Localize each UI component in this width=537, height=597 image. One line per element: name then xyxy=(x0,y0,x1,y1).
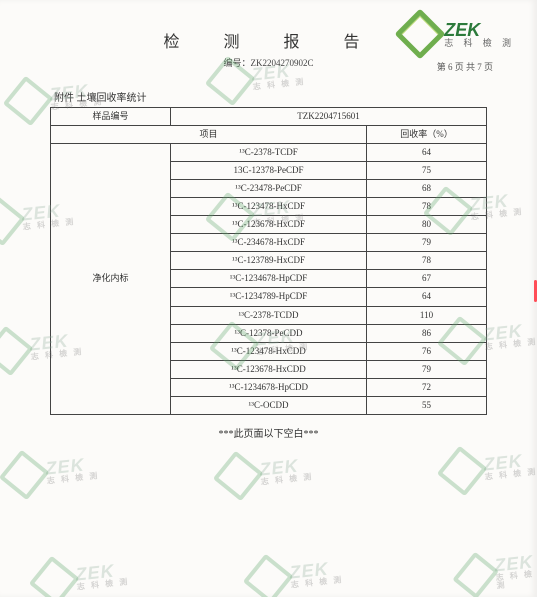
watermark: ZEK志 科 檢 測 xyxy=(248,553,344,597)
sample-no-value: TZK2204715601 xyxy=(171,108,487,126)
watermark: ZEK志 科 檢 測 xyxy=(458,551,537,595)
cell-item: ¹³C-123789-HxCDF xyxy=(171,252,367,270)
table-row: 样品编号 TZK2204715601 xyxy=(51,108,487,126)
cell-item: ¹³C-2378-TCDD xyxy=(171,306,367,324)
page-number: 第 6 页 共 7 页 xyxy=(437,60,493,73)
cell-rate: 72 xyxy=(367,378,487,396)
table-row: 项目 回收率（%） xyxy=(51,126,487,144)
cell-item: ¹³C-1234678-HpCDD xyxy=(171,378,367,396)
row-group-label: 净化内标 xyxy=(51,144,171,415)
cell-rate: 64 xyxy=(367,144,487,162)
watermark: ZEK志 科 檢 測 xyxy=(442,445,537,490)
cell-item: ¹³C-23478-PeCDF xyxy=(171,180,367,198)
cell-item: ¹³C-234678-HxCDF xyxy=(171,234,367,252)
report-no-label: 编号： xyxy=(223,58,250,68)
logo-subtext: 志 科 檢 測 xyxy=(444,39,515,48)
col-rate: 回收率（%） xyxy=(367,126,487,144)
cell-item: 13C-12378-PeCDF xyxy=(171,162,367,180)
report-no-value: ZK2204270902C xyxy=(251,58,314,68)
cell-rate: 86 xyxy=(367,324,487,342)
col-item: 项目 xyxy=(51,126,367,144)
cell-item: ¹³C-123678-HxCDD xyxy=(171,360,367,378)
cell-rate: 67 xyxy=(367,270,487,288)
cell-item: ¹³C-2378-TCDF xyxy=(171,144,367,162)
cell-rate: 80 xyxy=(367,216,487,234)
watermark: ZEK志 科 檢 測 xyxy=(34,555,130,597)
logo-text: ZEK xyxy=(444,21,515,39)
sample-no-label: 样品编号 xyxy=(51,108,171,126)
cell-item: ¹³C-123478-HxCDD xyxy=(171,342,367,360)
cell-item: ¹³C-1234789-HpCDF xyxy=(171,288,367,306)
cell-item: ¹³C-123678-HxCDF xyxy=(171,216,367,234)
watermark: ZEK志 科 檢 測 xyxy=(4,449,100,494)
cell-rate: 79 xyxy=(367,360,487,378)
cell-rate: 76 xyxy=(367,342,487,360)
watermark: ZEK志 科 檢 測 xyxy=(218,450,314,495)
cell-item: ¹³C-OCDD xyxy=(171,396,367,414)
cell-item: ¹³C-123478-HxCDF xyxy=(171,198,367,216)
cell-rate: 79 xyxy=(367,234,487,252)
cell-rate: 78 xyxy=(367,252,487,270)
cell-rate: 78 xyxy=(367,198,487,216)
brand-logo: ZEK志 科 檢 測 xyxy=(402,16,515,52)
cell-rate: 64 xyxy=(367,288,487,306)
attachment-label: 附件 土壤回收率统计 xyxy=(54,89,537,104)
cell-rate: 68 xyxy=(367,180,487,198)
cell-rate: 75 xyxy=(367,162,487,180)
blank-below-note: ***此页面以下空白*** xyxy=(0,425,537,440)
cell-rate: 55 xyxy=(367,396,487,414)
recovery-table: 样品编号 TZK2204715601 项目 回收率（%） 净化内标¹³C-237… xyxy=(50,107,487,415)
cell-item: ¹³C-12378-PeCDD xyxy=(171,324,367,342)
cell-item: ¹³C-1234678-HpCDF xyxy=(171,270,367,288)
logo-icon xyxy=(395,9,446,60)
cell-rate: 110 xyxy=(367,306,487,324)
table-row: 净化内标¹³C-2378-TCDF64 xyxy=(51,144,487,162)
